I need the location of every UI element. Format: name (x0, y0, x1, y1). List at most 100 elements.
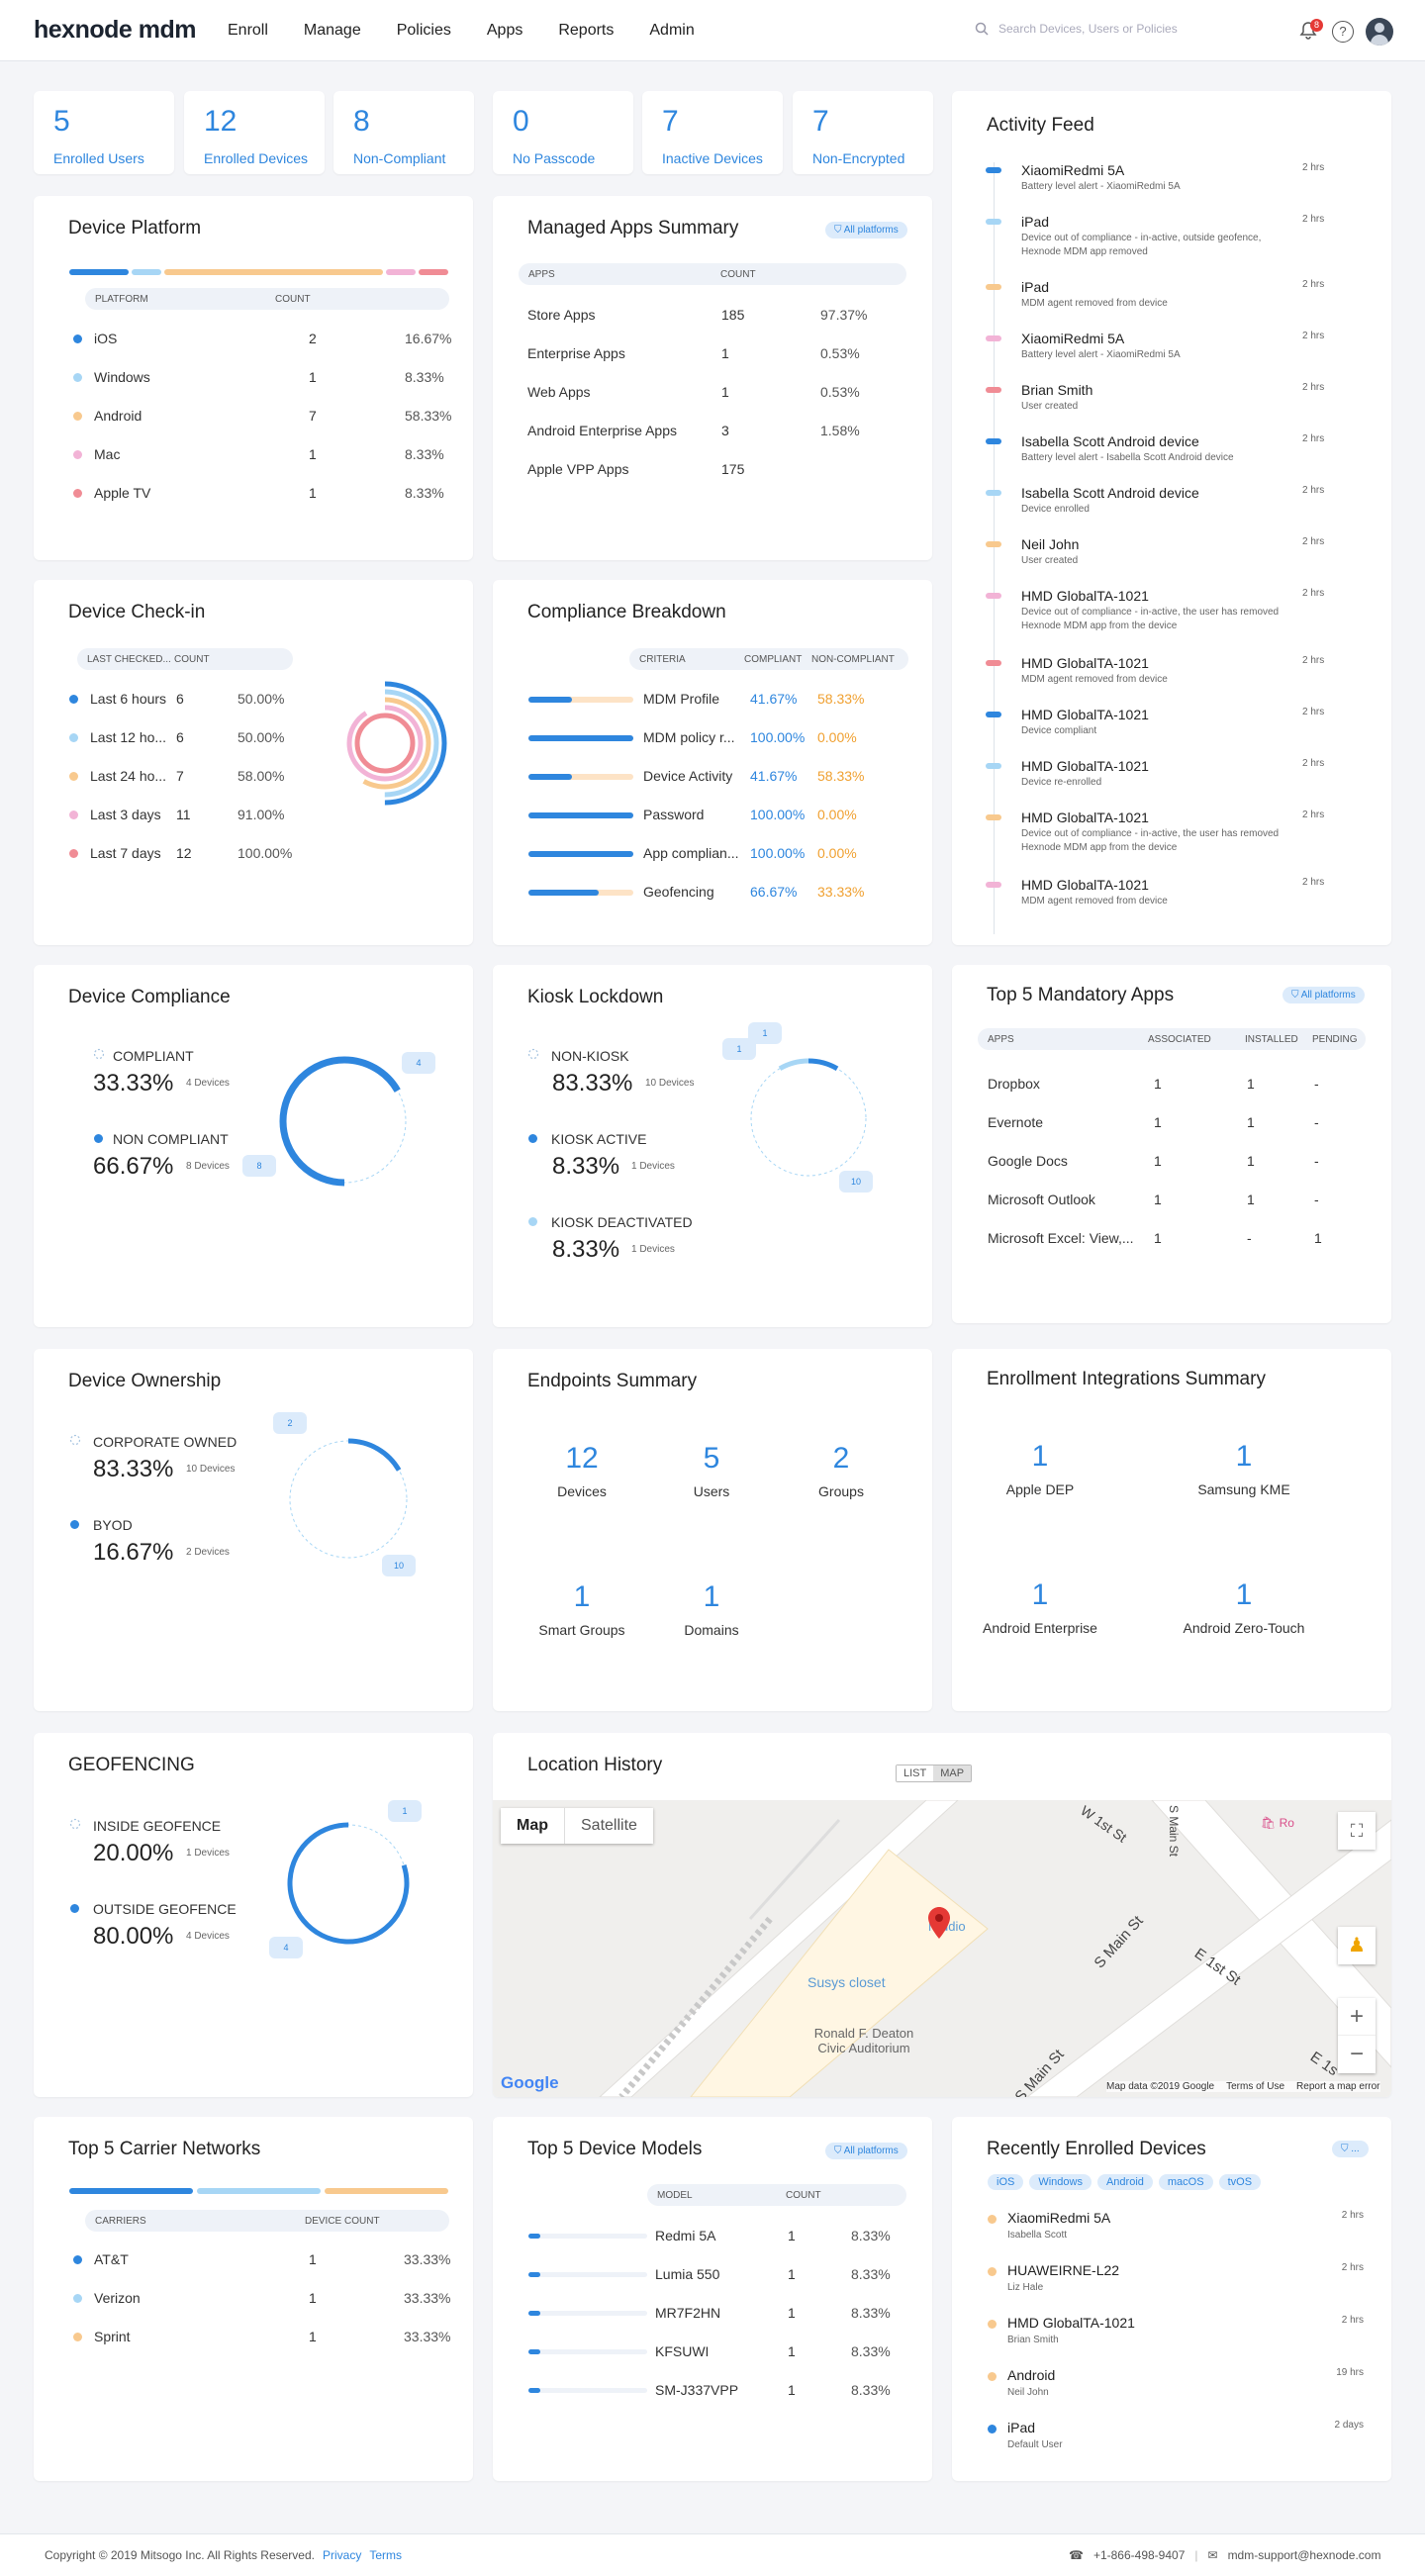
ring-last-12-hours (331, 689, 439, 798)
carrier-pct: 33.33% (404, 2251, 451, 2267)
app-count: 3 (721, 423, 729, 438)
model-pct: 8.33% (851, 2343, 891, 2359)
criteria-name: Device Activity (643, 768, 733, 784)
activity-marker (986, 167, 1001, 173)
list-item[interactable]: HMD GlobalTA-1021 Brian Smith 2 hrs (988, 2315, 1364, 2354)
place-label: Susys closet (808, 1974, 886, 1990)
endpoint-smart-groups-count[interactable]: 1 (573, 1580, 591, 1613)
tab-ios[interactable]: iOS (988, 2174, 1024, 2190)
map-terms-link[interactable]: Terms of Use (1226, 2081, 1285, 2092)
non-kiosk-arc (750, 1060, 867, 1177)
device-name: XiaomiRedmi 5A (1007, 2210, 1111, 2226)
activity-time: 2 hrs (1302, 162, 1325, 173)
list-item[interactable]: HUAWEIRNE-L22 Liz Hale 2 hrs (988, 2262, 1364, 2302)
list-item[interactable]: Android Neil John 19 hrs (988, 2367, 1364, 2407)
kiosk-deactivated-devices: 1 Devices (631, 1244, 675, 1255)
app-pct: 0.53% (820, 345, 860, 361)
endpoint-groups-count[interactable]: 2 (832, 1442, 850, 1475)
android-enterprise-count[interactable]: 1 (1031, 1578, 1049, 1611)
list-item[interactable]: iPad Default User 2 days (988, 2420, 1364, 2459)
nav-enroll[interactable]: Enroll (228, 22, 268, 39)
tab-android[interactable]: Android (1096, 2174, 1153, 2190)
map-type-satellite[interactable]: Satellite (581, 1817, 637, 1834)
endpoint-users-count[interactable]: 5 (703, 1442, 720, 1475)
help-icon[interactable]: ? (1332, 21, 1354, 43)
activity-time: 2 hrs (1302, 433, 1325, 444)
filter-label: All platforms (843, 2146, 899, 2156)
nav-policies[interactable]: Policies (396, 22, 451, 39)
activity-subtitle: Device out of compliance - in-active, th… (1021, 828, 1280, 853)
support-phone[interactable]: +1-866-498-9407 (1092, 2548, 1186, 2562)
android-zero-touch-count[interactable]: 1 (1235, 1578, 1253, 1611)
tab-windows[interactable]: Windows (1029, 2174, 1092, 2190)
nav-admin[interactable]: Admin (649, 22, 695, 39)
outside-geofence-pct: 80.00% (93, 1923, 174, 1950)
table-row[interactable]: Web Apps 1 0.53% (527, 384, 903, 400)
logo[interactable]: hexnode mdm (34, 16, 196, 44)
model-bar-fill (528, 2272, 540, 2277)
carrier-networks-card: Top 5 Carrier Networks CARRIERS DEVICE CO… (34, 2117, 473, 2481)
notification-bell-icon[interactable]: 8 (1298, 19, 1323, 43)
apple-dep-count[interactable]: 1 (1031, 1440, 1049, 1473)
support-email[interactable]: mdm-support@hexnode.com (1227, 2548, 1381, 2562)
samsung-kme-count[interactable]: 1 (1235, 1440, 1253, 1473)
stat-enrolled-devices[interactable]: 12 Enrolled Devices (184, 91, 325, 174)
table-row[interactable]: Store Apps 185 97.37% (527, 307, 903, 323)
table-header: CRITERIA COMPLIANT NON-COMPLIANT (629, 648, 908, 670)
list-item[interactable]: XiaomiRedmi 5A Isabella Scott 2 hrs (988, 2210, 1364, 2249)
model-name: MR7F2HN (655, 2305, 721, 2321)
col-count: COUNT (720, 269, 756, 280)
checkin-count: 6 (176, 729, 184, 745)
status-dot (988, 2320, 997, 2329)
table-row[interactable]: Android Enterprise Apps 3 1.58% (527, 423, 903, 438)
table-row[interactable]: Enterprise Apps 1 0.53% (527, 345, 903, 361)
corporate-pct: 83.33% (93, 1456, 174, 1482)
avatar[interactable] (1366, 18, 1393, 46)
map-type-control: Map Satellite (501, 1808, 653, 1844)
zoom-out-icon[interactable]: − (1349, 2041, 1364, 2067)
byod-pct: 16.67% (93, 1539, 174, 1566)
endpoint-devices-count[interactable]: 12 (565, 1442, 599, 1475)
stat-non-compliant[interactable]: 8 Non-Compliant (333, 91, 474, 174)
carrier-name: Sprint (94, 2329, 131, 2344)
model-bar-track (528, 2234, 647, 2239)
checkin-count: 11 (176, 807, 191, 822)
search-box[interactable]: Search Devices, Users or Policies (975, 22, 1178, 36)
endpoint-domains-count[interactable]: 1 (703, 1580, 720, 1613)
stat-non-encrypted[interactable]: 7 Non-Encrypted (793, 91, 933, 174)
nav-manage[interactable]: Manage (303, 22, 361, 39)
stat-inactive-devices[interactable]: 7 Inactive Devices (642, 91, 783, 174)
list-view-button[interactable]: LIST (897, 1765, 934, 1781)
activity-title: Brian Smith (1021, 382, 1093, 398)
table-row[interactable]: Apple VPP Apps 175 (527, 461, 903, 477)
filter-button[interactable]: ⛉ ... (1332, 2141, 1369, 2157)
terms-link[interactable]: Terms (369, 2548, 402, 2562)
map-view-button[interactable]: MAP (933, 1765, 972, 1781)
app-name: Evernote (988, 1114, 1044, 1130)
zoom-in-icon[interactable]: + (1338, 1998, 1376, 2036)
kiosk-deactivated-tag: 1 (748, 1022, 782, 1044)
privacy-link[interactable]: Privacy (322, 2548, 362, 2562)
non-compliant-tag: 8 (242, 1155, 276, 1177)
fullscreen-icon[interactable]: ⛶ (1338, 1812, 1376, 1850)
location-pin-icon[interactable] (928, 1907, 950, 1939)
platform-filter-button[interactable]: ⛉ All platforms (825, 2143, 907, 2159)
map-canvas[interactable]: Map Satellite W 1st St S Main St S Main … (493, 1800, 1391, 2097)
legend-dot (69, 733, 78, 742)
platform-filter-button[interactable]: ⛉ All platforms (825, 222, 907, 239)
nav-apps[interactable]: Apps (486, 22, 523, 39)
model-name: Redmi 5A (655, 2228, 716, 2243)
map-report-link[interactable]: Report a map error (1296, 2081, 1380, 2092)
search-input[interactable]: Search Devices, Users or Policies (998, 22, 1178, 36)
street-view-pegman-icon[interactable]: ♟ (1338, 1927, 1376, 1964)
tab-macos[interactable]: macOS (1158, 2174, 1213, 2190)
map-type-map[interactable]: Map (501, 1808, 565, 1844)
stat-enrolled-users[interactable]: 5 Enrolled Users (34, 91, 174, 174)
app-pct: 0.53% (820, 384, 860, 400)
platform-filter-button[interactable]: ⛉ All platforms (1282, 987, 1365, 1003)
checkin-period: Last 6 hours (90, 691, 167, 707)
nav-reports[interactable]: Reports (558, 22, 615, 39)
tab-tvos[interactable]: tvOS (1218, 2174, 1262, 2190)
stat-no-passcode[interactable]: 0 No Passcode (493, 91, 633, 174)
card-title: Top 5 Carrier Networks (68, 2139, 261, 2159)
